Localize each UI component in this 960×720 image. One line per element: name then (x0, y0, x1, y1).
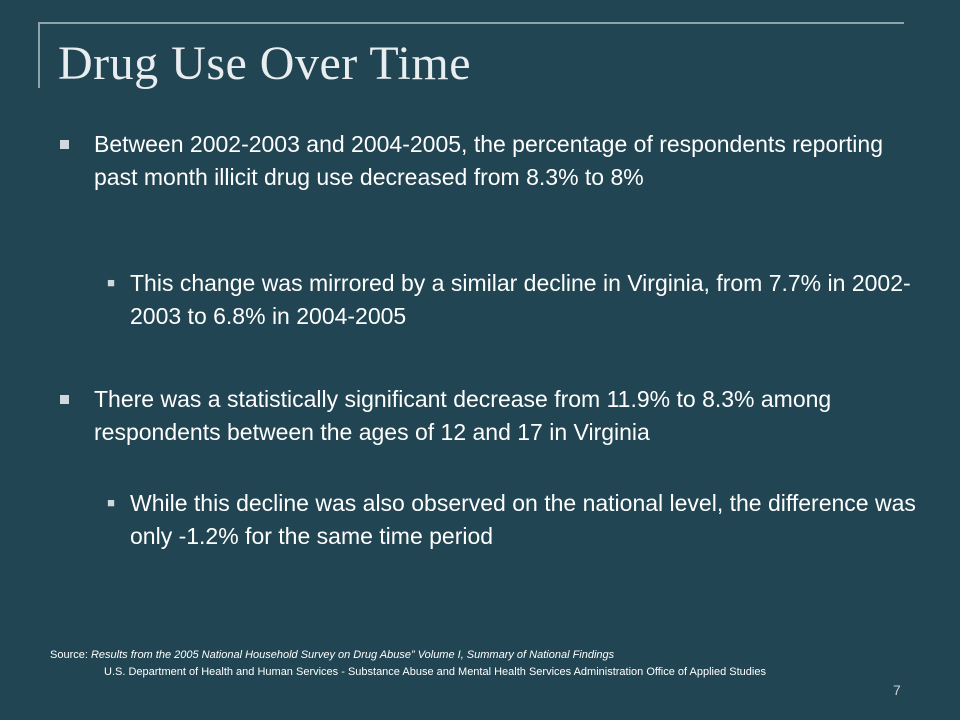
source-label: Source: (50, 649, 88, 661)
square-bullet-icon (60, 140, 69, 149)
sub-bullet-icon: ■ (107, 495, 115, 510)
title-frame-left-line (38, 22, 40, 88)
source-title: Results from the 2005 National Household… (90, 649, 615, 661)
square-bullet-icon (60, 395, 69, 404)
source-citation: Source: Results from the 2005 National H… (50, 648, 850, 678)
slide-title: Drug Use Over Time (58, 37, 471, 90)
sub-bullet-icon: ■ (107, 275, 115, 290)
title-frame-top-line (38, 22, 904, 24)
sub-bullet-point: This change was mirrored by a similar de… (130, 270, 911, 329)
source-agency: U.S. Department of Health and Human Serv… (104, 666, 766, 678)
sub-bullet-point: While this decline was also observed on … (130, 490, 916, 549)
bullet-point: There was a statistically significant de… (94, 386, 832, 445)
page-number: 7 (893, 682, 901, 698)
bullet-point: Between 2002-2003 and 2004-2005, the per… (94, 131, 883, 190)
